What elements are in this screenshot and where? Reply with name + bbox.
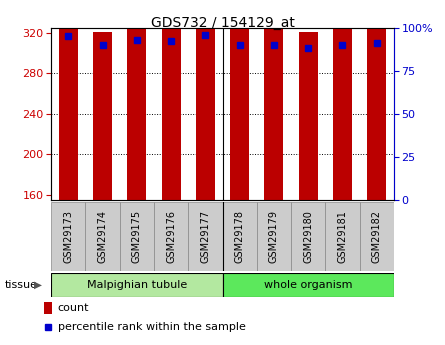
Bar: [93, 32, 112, 200]
Text: GSM29177: GSM29177: [200, 210, 210, 263]
Text: GSM29181: GSM29181: [337, 210, 348, 263]
Bar: [188, 202, 222, 271]
Text: GSM29176: GSM29176: [166, 210, 176, 263]
Text: GSM29179: GSM29179: [269, 210, 279, 263]
Text: GSM29175: GSM29175: [132, 210, 142, 263]
Text: GSM29174: GSM29174: [97, 210, 108, 263]
Text: GSM29182: GSM29182: [372, 210, 382, 263]
Bar: [127, 0, 146, 200]
Bar: [85, 202, 120, 271]
Bar: [230, 12, 249, 200]
Bar: [257, 202, 291, 271]
Bar: [196, 0, 215, 200]
Text: GDS732 / 154129_at: GDS732 / 154129_at: [150, 16, 295, 30]
Text: GSM29180: GSM29180: [303, 210, 313, 263]
Bar: [154, 202, 188, 271]
Bar: [325, 202, 360, 271]
Text: Malpighian tubule: Malpighian tubule: [87, 280, 187, 289]
Text: GSM29178: GSM29178: [235, 210, 245, 263]
Bar: [291, 202, 325, 271]
Text: count: count: [58, 303, 89, 313]
Text: whole organism: whole organism: [264, 280, 352, 289]
Text: GSM29173: GSM29173: [63, 210, 73, 263]
Text: percentile rank within the sample: percentile rank within the sample: [58, 322, 246, 332]
Text: ▶: ▶: [34, 280, 42, 289]
Bar: [333, 0, 352, 200]
Bar: [222, 273, 394, 297]
Bar: [51, 202, 85, 271]
Bar: [264, 0, 283, 200]
Bar: [367, 0, 386, 200]
Text: tissue: tissue: [4, 280, 37, 289]
Bar: [360, 202, 394, 271]
Bar: [59, 0, 78, 200]
Bar: [299, 32, 318, 200]
Bar: [51, 273, 223, 297]
Bar: [222, 202, 257, 271]
Bar: [162, 0, 181, 200]
Bar: [120, 202, 154, 271]
Bar: [44, 302, 52, 314]
